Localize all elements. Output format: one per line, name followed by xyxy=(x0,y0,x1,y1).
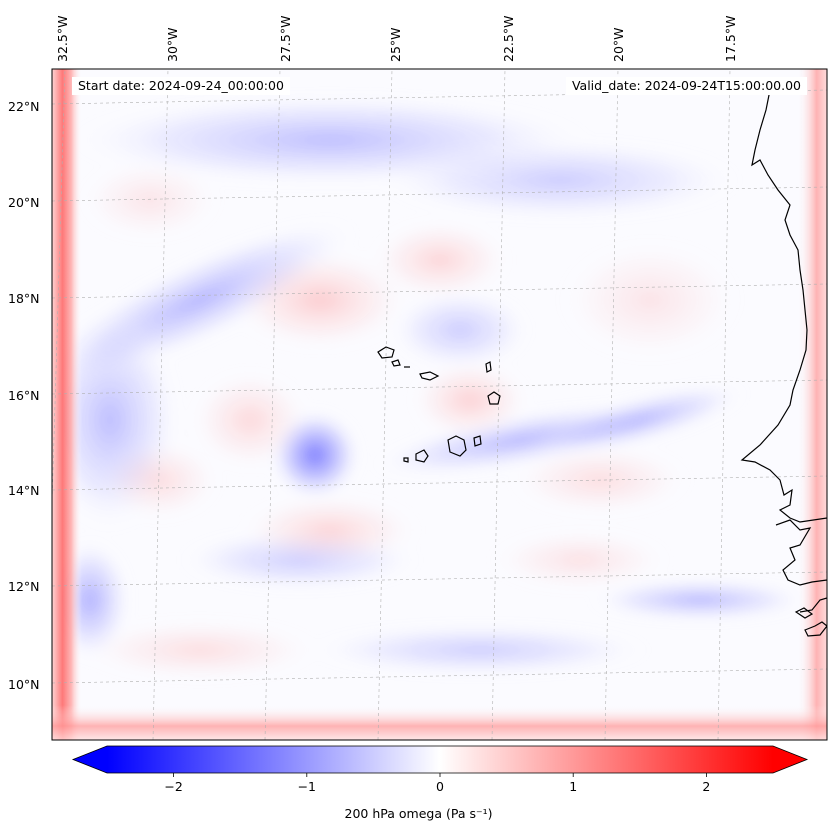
colorbar-gradient xyxy=(107,746,773,773)
colorbar-tick-label: 2 xyxy=(702,779,710,794)
colorbar-label: 200 hPa omega (Pa s⁻¹) xyxy=(344,806,493,821)
omega-field xyxy=(52,69,827,740)
start-date-label: Start date: 2024-09-24_00:00:00 xyxy=(72,77,290,95)
lat-label: 22°N xyxy=(8,99,40,114)
longitude-labels: 32.5°W 30°W 27.5°W 25°W 22.5°W 20°W 17.5… xyxy=(55,16,738,62)
lon-label: 25°W xyxy=(388,27,403,62)
valid-date-label: Valid_date: 2024-09-24T15:00:00.00 xyxy=(565,77,807,95)
lon-label: 27.5°W xyxy=(278,16,293,62)
lon-label: 30°W xyxy=(165,27,180,62)
colorbar-extend-max xyxy=(773,746,807,773)
colorbar: −2 −1 0 1 2 xyxy=(71,745,809,794)
coastline-africa xyxy=(740,89,827,637)
colorbar-ticks: −2 −1 0 1 2 xyxy=(164,773,710,794)
colorbar-tick-label: 1 xyxy=(569,779,577,794)
colorbar-extend-min xyxy=(73,746,107,773)
lat-label: 10°N xyxy=(8,677,40,692)
lon-label: 32.5°W xyxy=(55,16,70,62)
lat-label: 18°N xyxy=(8,291,40,306)
lat-label: 20°N xyxy=(8,195,40,210)
colorbar-tick-label: −2 xyxy=(164,779,182,794)
latitude-labels: 22°N 20°N 18°N 16°N 14°N 12°N 10°N xyxy=(8,99,40,692)
graticule xyxy=(52,69,827,740)
lat-label: 14°N xyxy=(8,483,40,498)
cape-verde-islands xyxy=(377,346,501,463)
lon-label: 22.5°W xyxy=(501,16,516,62)
lat-label: 16°N xyxy=(8,388,40,403)
lat-label: 12°N xyxy=(8,579,40,594)
lon-label: 20°W xyxy=(611,27,626,62)
map-frame xyxy=(51,68,828,741)
colorbar-outline xyxy=(71,745,809,774)
colorbar-tick-label: 0 xyxy=(436,779,444,794)
lon-label: 17.5°W xyxy=(723,16,738,62)
colorbar-tick-label: −1 xyxy=(298,779,316,794)
